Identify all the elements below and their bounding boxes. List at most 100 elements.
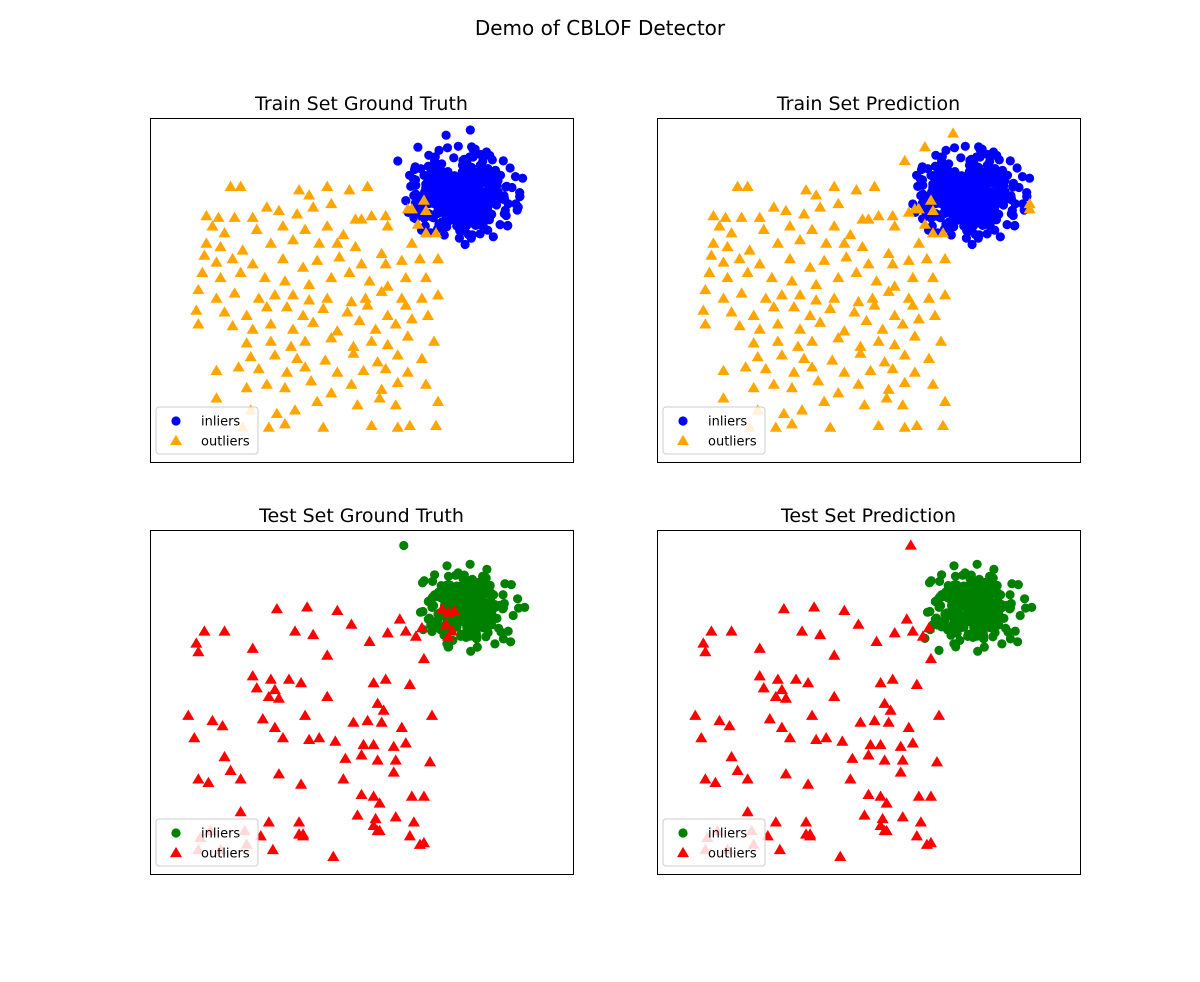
- outlier-point: [357, 364, 370, 375]
- inlier-point: [473, 184, 484, 194]
- inlier-point: [492, 191, 502, 201]
- outlier-point: [759, 362, 772, 374]
- outlier-point: [288, 625, 302, 636]
- outlier-point: [838, 237, 851, 248]
- outlier-point: [787, 301, 801, 312]
- outlier-point: [902, 206, 915, 217]
- outlier-point: [753, 670, 766, 681]
- outlier-point: [868, 714, 881, 726]
- outlier-point: [834, 850, 847, 861]
- outlier-point: [872, 419, 885, 431]
- outlier-point: [363, 275, 376, 286]
- inlier-point: [409, 191, 419, 201]
- outlier-point: [375, 716, 388, 727]
- outlier-point: [218, 625, 231, 636]
- outlier-point: [783, 252, 796, 264]
- inlier-point: [935, 576, 945, 587]
- outlier-point: [908, 366, 921, 377]
- inlier-point: [481, 147, 492, 157]
- outlier-point: [795, 404, 809, 415]
- outlier-point: [858, 809, 871, 820]
- outlier-point: [934, 335, 948, 346]
- outlier-point: [240, 309, 253, 320]
- outlier-point: [797, 208, 811, 219]
- outlier-point: [399, 299, 412, 310]
- inlier-point: [1005, 604, 1015, 614]
- inlier-point: [467, 172, 478, 182]
- outlier-point: [395, 721, 408, 732]
- inlier-points: [920, 559, 1037, 656]
- inlier-point: [445, 197, 455, 207]
- inlier-point: [465, 193, 475, 203]
- outlier-point: [240, 381, 253, 393]
- outlier-point: [417, 194, 430, 205]
- inlier-point: [950, 571, 961, 581]
- outlier-point: [303, 189, 316, 200]
- outlier-point: [898, 421, 911, 432]
- outlier-point: [775, 349, 788, 360]
- inlier-point: [503, 626, 513, 636]
- outlier-point: [409, 630, 422, 641]
- inlier-point: [980, 184, 991, 194]
- inlier-point: [960, 141, 970, 151]
- outlier-point: [779, 204, 792, 216]
- legend-box: [662, 818, 766, 867]
- outlier-point: [417, 790, 430, 801]
- outlier-point: [270, 407, 283, 418]
- outlier-point: [912, 790, 925, 801]
- outlier-point: [321, 180, 334, 191]
- outlier-point: [779, 768, 792, 779]
- outlier-point: [888, 280, 901, 291]
- inlier-point: [442, 143, 453, 153]
- outlier-point: [862, 749, 875, 760]
- outlier-point: [818, 395, 831, 406]
- outlier-point: [262, 690, 275, 701]
- inlier-point: [453, 141, 463, 151]
- outlier-point: [844, 228, 857, 240]
- outlier-point: [769, 421, 782, 432]
- legend-outlier-marker: [169, 434, 183, 446]
- plot-area: [697, 127, 1036, 432]
- outlier-point: [852, 295, 865, 307]
- inlier-point: [459, 570, 469, 580]
- inlier-point: [1015, 610, 1025, 621]
- outlier-point: [258, 271, 271, 283]
- axes-frame: [657, 530, 1081, 875]
- outlier-point: [769, 690, 782, 701]
- outlier-point: [898, 376, 911, 388]
- outlier-point: [793, 289, 807, 300]
- inlier-point: [461, 605, 471, 615]
- outlier-point: [898, 349, 911, 360]
- inlier-point: [999, 191, 1009, 201]
- outlier-point: [810, 294, 823, 305]
- legend-outlier-label: outliers: [708, 847, 757, 862]
- inlier-point: [995, 232, 1005, 242]
- inlier-point: [984, 216, 994, 226]
- outlier-point: [862, 258, 875, 269]
- inlier-point: [468, 629, 478, 639]
- outlier-point: [373, 392, 386, 403]
- legend-box: [155, 818, 259, 867]
- outlier-point: [415, 621, 428, 633]
- inlier-point: [518, 173, 528, 183]
- inlier-point: [964, 616, 974, 626]
- outlier-point: [331, 325, 344, 336]
- outlier-point: [751, 350, 764, 362]
- outlier-point: [240, 337, 253, 348]
- outlier-point: [371, 356, 384, 367]
- outlier-point: [303, 294, 316, 305]
- inlier-point: [989, 607, 999, 617]
- inlier-point: [1025, 173, 1035, 183]
- inlier-point: [990, 191, 1000, 201]
- inlier-point: [481, 620, 491, 630]
- outlier-point: [777, 602, 790, 614]
- outlier-point: [747, 309, 760, 320]
- outlier-point: [795, 625, 809, 636]
- outlier-point: [355, 258, 368, 269]
- outlier-point: [198, 249, 211, 260]
- inlier-point: [952, 214, 962, 225]
- subplot-grid: Train Set Ground TruthinliersoutliersTra…: [150, 93, 1081, 875]
- outlier-point: [345, 618, 358, 629]
- outlier-point: [216, 719, 229, 731]
- outlier-point: [846, 752, 859, 763]
